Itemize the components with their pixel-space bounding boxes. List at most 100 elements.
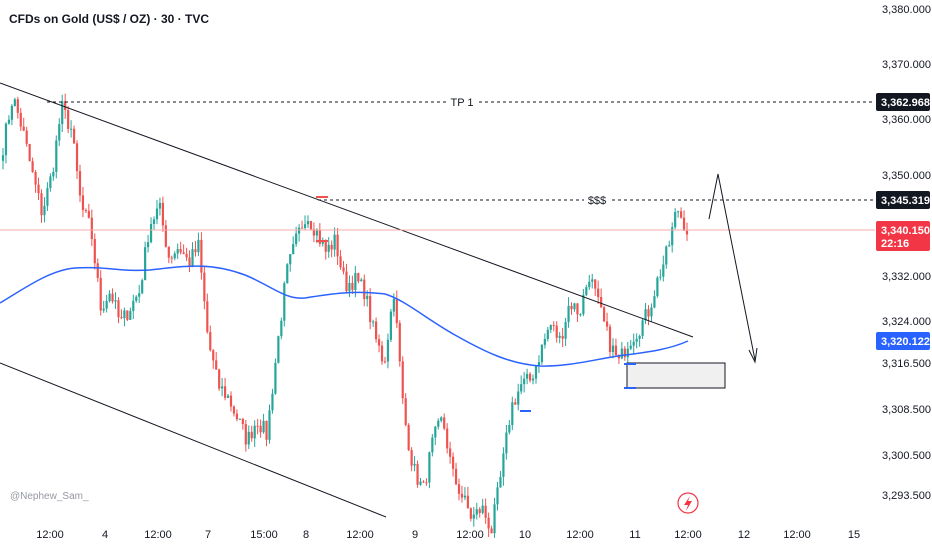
candle-body <box>514 402 517 405</box>
candle-body <box>659 276 662 278</box>
moving-average-line[interactable] <box>0 265 689 367</box>
candle-body <box>463 495 467 498</box>
candle-body <box>614 345 618 356</box>
candle-body <box>383 361 387 363</box>
candle-body <box>96 263 99 278</box>
price-axis[interactable]: 3,380.000 3,370.000 3,360.000 3,350.000 3,33… <box>882 4 931 502</box>
candle-body <box>677 211 680 213</box>
price-tag <box>876 221 930 251</box>
candle-body <box>484 505 487 518</box>
candle-body <box>298 227 301 234</box>
candle-body <box>43 205 46 216</box>
candle-body <box>401 361 404 399</box>
candle-body <box>671 227 674 246</box>
candle-body <box>324 241 327 252</box>
candle-body <box>235 413 239 420</box>
lightning-icon[interactable] <box>677 492 699 514</box>
candle-body <box>149 223 153 243</box>
channel-upper-line[interactable] <box>0 82 694 338</box>
candle-body <box>389 311 392 340</box>
candle-body <box>268 410 271 440</box>
candle-body <box>374 321 378 340</box>
chart-title: CFDs on Gold (US$ / OZ) · 30 · TVC <box>9 12 209 26</box>
candle-body <box>354 273 357 290</box>
projection-path[interactable] <box>708 173 756 361</box>
candle-body <box>212 350 215 361</box>
time-axis-label: 7 <box>205 529 211 541</box>
candle-body <box>543 338 546 345</box>
time-axis-label: 12:00 <box>346 529 374 541</box>
candle-body <box>194 249 197 253</box>
candle-body <box>241 418 244 425</box>
candle-body <box>303 224 307 228</box>
candle-body <box>277 336 280 363</box>
candle-body <box>132 300 135 312</box>
time-axis-label: 12 <box>738 529 750 541</box>
candle-body <box>611 345 615 353</box>
time-axis-label: 12:00 <box>566 529 594 541</box>
candle-body <box>49 176 52 189</box>
candle-body <box>179 249 182 253</box>
candle-body <box>451 456 455 469</box>
price-axis-label: 3,380.000 <box>882 4 931 16</box>
candle-body <box>469 508 472 519</box>
candle-body <box>490 528 493 534</box>
price-axis-label: 3,324.000 <box>882 316 931 328</box>
candle-body <box>64 101 67 110</box>
time-axis-label: 12:00 <box>456 529 484 541</box>
candle-body <box>653 296 656 308</box>
candle-body <box>90 217 93 240</box>
price-axis-label: 3,350.000 <box>882 170 931 182</box>
candle-body <box>256 425 259 427</box>
candle-body <box>46 188 49 206</box>
candle-body <box>161 202 164 226</box>
candle-body <box>164 225 167 247</box>
candle-body <box>635 338 638 342</box>
candle-body <box>339 256 342 268</box>
candle-body <box>552 325 555 327</box>
candle-body <box>129 311 132 320</box>
candle-body <box>99 277 102 311</box>
candle-body <box>120 317 123 319</box>
time-axis-label: 12:00 <box>144 529 172 541</box>
candle-body <box>605 321 609 327</box>
candle-body <box>597 288 600 298</box>
candle-body <box>102 308 105 311</box>
candle-body <box>1 155 5 161</box>
candle-body <box>620 348 623 359</box>
candle-body <box>58 124 61 141</box>
candle-body <box>407 424 410 451</box>
candle-body <box>123 310 126 319</box>
candle-body <box>351 282 354 290</box>
price-tag-label: 3,362.968 <box>881 97 930 109</box>
candle-body <box>520 384 523 392</box>
candle-body <box>392 298 395 312</box>
liquidity-label: $$$ <box>588 195 606 207</box>
candle-body <box>410 450 413 466</box>
candle-body <box>369 295 372 322</box>
candle-body <box>582 294 585 315</box>
candle-body <box>19 112 22 127</box>
candle-body <box>449 448 452 457</box>
candle-body <box>321 241 324 244</box>
price-axis-label: 3,293.500 <box>882 490 931 502</box>
candle-body <box>271 393 274 411</box>
time-axis[interactable]: 12:00 4 12:00 7 15:00 8 12:00 9 12:00 10 12:00 11 12… <box>36 529 860 541</box>
candle-body <box>360 279 363 282</box>
candle-body <box>259 425 262 433</box>
candle-body <box>295 233 298 245</box>
candle-body <box>608 326 612 353</box>
candle-body <box>549 325 552 330</box>
candle-body <box>265 420 268 440</box>
candle-body <box>564 322 567 339</box>
candle-body <box>380 345 384 362</box>
candle-body <box>454 468 458 485</box>
candle-body <box>540 344 544 363</box>
demand-zone-box[interactable] <box>626 362 726 389</box>
channel-lower-line[interactable] <box>0 362 387 518</box>
candle-body <box>508 425 511 433</box>
time-axis-label: 15 <box>848 529 860 541</box>
candle-body <box>232 406 236 414</box>
candle-body <box>289 254 292 265</box>
